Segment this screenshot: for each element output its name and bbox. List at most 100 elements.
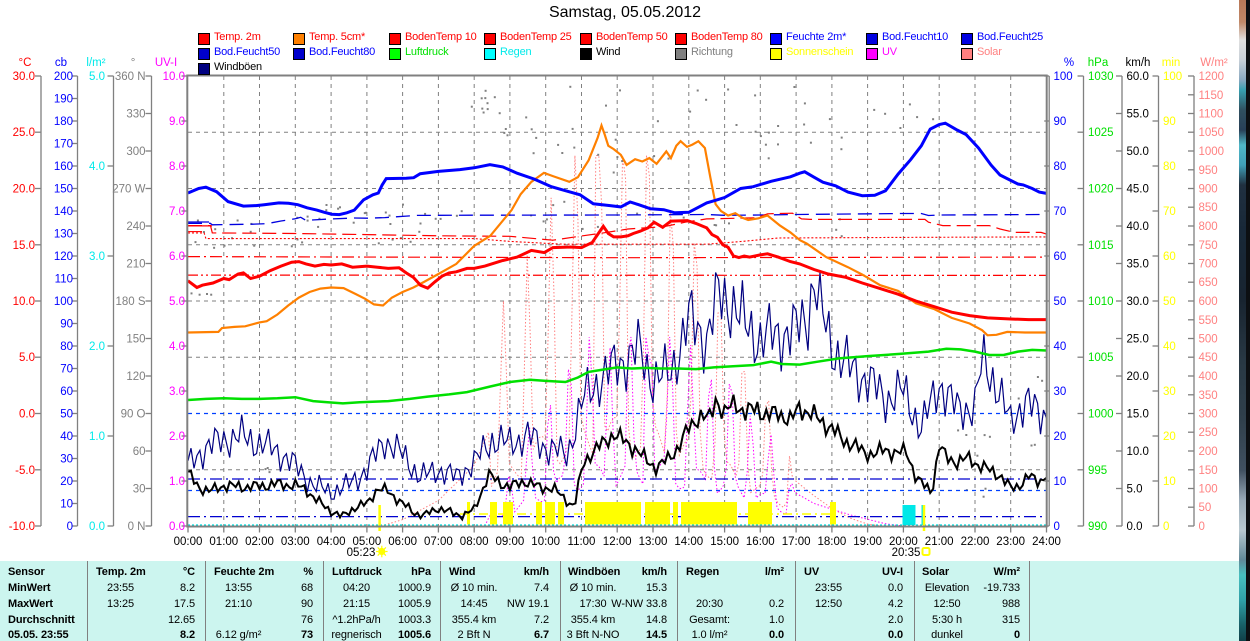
svg-text:70: 70 (1054, 206, 1067, 218)
svg-text:20.0: 20.0 (1127, 371, 1149, 383)
svg-text:16:00: 16:00 (746, 536, 775, 548)
svg-text:1.0: 1.0 (89, 431, 105, 443)
svg-text:1050: 1050 (1199, 127, 1225, 139)
svg-text:km/h: km/h (1126, 57, 1151, 69)
svg-text:650: 650 (1199, 277, 1218, 289)
svg-text:08:00: 08:00 (460, 536, 489, 548)
svg-text:10.0: 10.0 (163, 71, 185, 83)
svg-text:0: 0 (1199, 521, 1205, 533)
svg-text:990: 990 (1088, 521, 1107, 533)
svg-text:1010: 1010 (1088, 296, 1114, 308)
svg-text:°C: °C (19, 57, 32, 69)
svg-text:50: 50 (1054, 296, 1067, 308)
svg-text:50: 50 (60, 409, 73, 421)
svg-text:30: 30 (133, 484, 146, 496)
svg-text:130: 130 (54, 229, 73, 241)
svg-text:850: 850 (1199, 202, 1218, 214)
svg-text:24:00: 24:00 (1032, 536, 1061, 548)
svg-text:25.0: 25.0 (13, 127, 35, 139)
svg-text:0.0: 0.0 (89, 521, 105, 533)
svg-text:150: 150 (54, 184, 73, 196)
svg-text:800: 800 (1199, 221, 1218, 233)
svg-text:15.0: 15.0 (1127, 409, 1149, 421)
svg-text:100: 100 (1163, 71, 1182, 83)
svg-text:15.0: 15.0 (13, 240, 35, 252)
svg-text:550: 550 (1199, 315, 1218, 327)
svg-text:100: 100 (54, 296, 73, 308)
svg-text:70: 70 (1163, 206, 1176, 218)
svg-text:60: 60 (1163, 251, 1176, 263)
svg-text:90 O: 90 O (121, 409, 146, 421)
svg-text:90: 90 (1054, 116, 1067, 128)
svg-text:350: 350 (1199, 390, 1218, 402)
svg-text:270 W: 270 W (112, 184, 145, 196)
svg-text:14:00: 14:00 (674, 536, 703, 548)
svg-text:4.0: 4.0 (169, 341, 185, 353)
svg-text:70: 70 (60, 364, 73, 376)
svg-text:120: 120 (54, 251, 73, 263)
svg-text:20:35: 20:35 (892, 547, 921, 559)
svg-text:6.0: 6.0 (169, 251, 185, 263)
svg-text:11:00: 11:00 (568, 536, 596, 548)
svg-text:1100: 1100 (1199, 109, 1224, 121)
svg-text:3.0: 3.0 (89, 251, 105, 263)
svg-text:200: 200 (54, 71, 73, 83)
svg-text:40: 40 (1163, 341, 1176, 353)
svg-text:1015: 1015 (1088, 240, 1114, 252)
svg-text:500: 500 (1199, 334, 1218, 346)
svg-text:100: 100 (1199, 484, 1218, 496)
svg-text:0: 0 (1163, 521, 1169, 533)
svg-text:210: 210 (126, 259, 145, 271)
svg-text:06:00: 06:00 (388, 536, 417, 548)
svg-text:80: 80 (60, 341, 73, 353)
svg-text:1030: 1030 (1088, 71, 1114, 83)
svg-text:5.0: 5.0 (1127, 484, 1143, 496)
svg-text:20: 20 (60, 476, 73, 488)
svg-text:19:00: 19:00 (853, 536, 882, 548)
svg-text:160: 160 (54, 161, 73, 173)
svg-text:03:00: 03:00 (281, 536, 310, 548)
svg-text:55.0: 55.0 (1127, 109, 1149, 121)
svg-text:100: 100 (1054, 71, 1073, 83)
svg-text:300: 300 (126, 146, 145, 158)
svg-text:80: 80 (1054, 161, 1067, 173)
svg-text:450: 450 (1199, 352, 1218, 364)
svg-text:1000: 1000 (1088, 409, 1114, 421)
svg-text:20: 20 (1163, 431, 1176, 443)
svg-text:400: 400 (1199, 371, 1218, 383)
svg-text:360 N: 360 N (115, 71, 146, 83)
svg-text:23:00: 23:00 (996, 536, 1025, 548)
svg-text:1005: 1005 (1088, 352, 1114, 364)
svg-text:35.0: 35.0 (1127, 259, 1149, 271)
svg-text:300: 300 (1199, 409, 1218, 421)
svg-text:04:00: 04:00 (317, 536, 346, 548)
svg-text:1200: 1200 (1199, 71, 1225, 83)
svg-text:170: 170 (54, 139, 73, 151)
svg-text:-10.0: -10.0 (9, 521, 35, 533)
svg-text:17:00: 17:00 (782, 536, 811, 548)
svg-text:30: 30 (1163, 386, 1176, 398)
svg-text:21:00: 21:00 (925, 536, 954, 548)
svg-text:02:00: 02:00 (245, 536, 274, 548)
svg-text:0.0: 0.0 (19, 409, 35, 421)
svg-text:30.0: 30.0 (1127, 296, 1149, 308)
svg-text:50.0: 50.0 (1127, 146, 1149, 158)
svg-text:2.0: 2.0 (89, 341, 105, 353)
svg-text:min: min (1162, 57, 1181, 69)
svg-text:80: 80 (1163, 161, 1176, 173)
svg-text:18:00: 18:00 (818, 536, 847, 548)
svg-text:90: 90 (1163, 116, 1176, 128)
svg-text:995: 995 (1088, 465, 1107, 477)
svg-text:4.0: 4.0 (89, 161, 105, 173)
svg-text:240: 240 (126, 221, 145, 233)
svg-text:0 N: 0 N (128, 521, 146, 533)
svg-text:5.0: 5.0 (169, 296, 185, 308)
svg-text:750: 750 (1199, 240, 1218, 252)
svg-text:8.0: 8.0 (169, 161, 185, 173)
svg-text:50: 50 (1163, 296, 1176, 308)
svg-text:250: 250 (1199, 427, 1218, 439)
svg-text:950: 950 (1199, 165, 1218, 177)
svg-text:90: 90 (60, 319, 73, 331)
svg-text:hPa: hPa (1088, 57, 1109, 69)
svg-text:UV-I: UV-I (155, 57, 177, 69)
